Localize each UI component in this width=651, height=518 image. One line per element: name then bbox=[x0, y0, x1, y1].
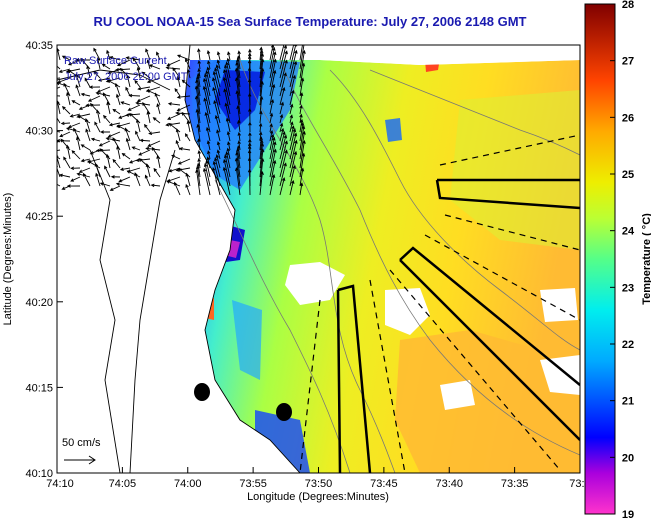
sst-field bbox=[57, 45, 580, 473]
x-tick-label: 73:35 bbox=[501, 478, 529, 490]
scale-label: 50 cm/s bbox=[62, 437, 101, 449]
y-tick-label: 40:35 bbox=[25, 40, 53, 52]
x-tick-label: 74:10 bbox=[46, 478, 74, 490]
colorbar-ticks: 28 27 26 25 24 23 22 21 20 19 bbox=[610, 0, 635, 518]
x-tick-label: 73:50 bbox=[305, 478, 333, 490]
map-title: RU COOL NOAA-15 Sea Surface Temperature:… bbox=[93, 14, 527, 29]
y-tick-label: 40:15 bbox=[25, 382, 53, 394]
colorbar-tick-label: 23 bbox=[622, 282, 634, 294]
coastline bbox=[57, 45, 301, 473]
x-tick-label: 73:55 bbox=[239, 478, 267, 490]
x-axis-ticks: 74:10 74:05 74:00 73:55 73:50 73:45 73:40 73:35… bbox=[46, 467, 591, 490]
colorbar bbox=[584, 3, 616, 515]
colorbar-tick-label: 20 bbox=[622, 452, 634, 464]
colorbar-tick-label: 22 bbox=[622, 339, 634, 351]
colorbar-tick-label: 19 bbox=[622, 509, 634, 518]
colorbar-tick-label: 25 bbox=[622, 169, 634, 181]
station-marker bbox=[276, 403, 292, 421]
x-tick-label: 73:45 bbox=[370, 478, 398, 490]
y-axis-label: Latitude (Degrees:Minutes) bbox=[2, 193, 14, 326]
x-axis-label: Longitude (Degrees:Minutes) bbox=[247, 491, 389, 503]
current-vectors bbox=[57, 45, 306, 196]
y-axis-ticks: 40:35 40:30 40:25 40:20 40:15 40:10 bbox=[25, 40, 63, 480]
colorbar-tick-label: 28 bbox=[622, 0, 634, 11]
x-tick-label: 74:05 bbox=[109, 478, 137, 490]
colorbar-label: Temperature ( °C) bbox=[641, 213, 651, 305]
x-tick-label: 73:40 bbox=[435, 478, 463, 490]
overlay-line2: July 27, 2006 22:00 GMT bbox=[64, 71, 188, 83]
scale-arrow bbox=[64, 455, 96, 465]
x-tick-label: 74:00 bbox=[174, 478, 202, 490]
y-tick-label: 40:20 bbox=[25, 297, 53, 309]
colorbar-tick-label: 27 bbox=[622, 56, 634, 68]
radar-rays bbox=[299, 134, 580, 473]
colorbar-tick-label: 24 bbox=[622, 226, 635, 238]
overlay-line1: Raw Surface Current bbox=[64, 55, 167, 67]
station-marker bbox=[194, 383, 210, 401]
y-tick-label: 40:30 bbox=[25, 126, 53, 138]
y-tick-label: 40:10 bbox=[25, 468, 53, 480]
colorbar-tick-label: 21 bbox=[622, 396, 634, 408]
colorbar-tick-label: 26 bbox=[622, 112, 634, 124]
y-tick-label: 40:25 bbox=[25, 211, 53, 223]
bathymetry-contours bbox=[214, 59, 580, 473]
radar-sectors bbox=[336, 178, 580, 473]
